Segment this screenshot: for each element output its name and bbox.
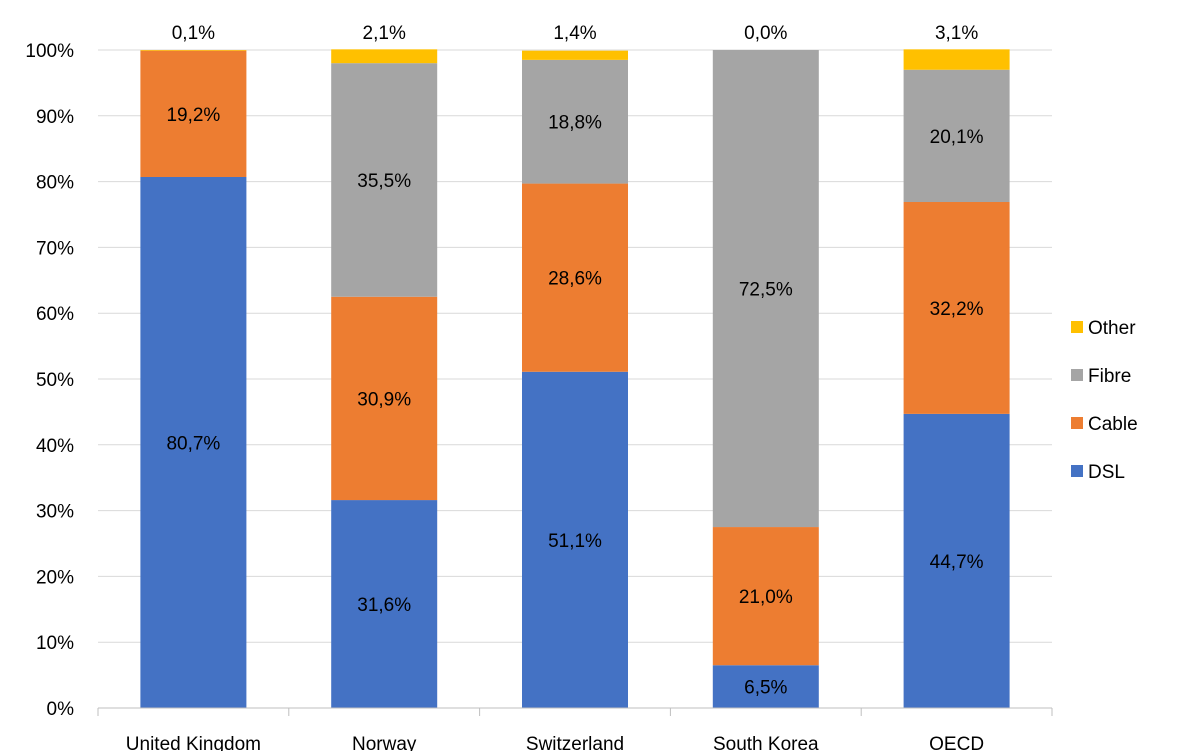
- bar-cable-south-korea: [712, 527, 819, 666]
- bar-other-united-kingdom: [140, 50, 247, 51]
- data-label: 2,1%: [363, 23, 406, 44]
- bar-fibre-oecd: [903, 69, 1010, 202]
- legend-label-fibre: Fibre: [1088, 366, 1131, 387]
- data-label: 20,1%: [930, 127, 984, 148]
- x-tick-label: United Kingdom: [126, 734, 261, 751]
- y-tick-label: 90%: [36, 107, 74, 128]
- data-labels: 80,7% 19,2% 0,1% 31,6% 30,9% 35,5% 2,1% 51,1% 28…: [166, 23, 983, 699]
- bar-cable-oecd: [903, 201, 1010, 414]
- y-tick-label: 40%: [36, 436, 74, 457]
- legend-swatch-dsl: [1071, 465, 1083, 477]
- bar-dsl-united-kingdom: [140, 176, 247, 708]
- bar-cable-switzerland: [522, 183, 628, 372]
- y-tick-label: 10%: [36, 633, 74, 654]
- data-label: 28,6%: [548, 269, 602, 290]
- legend-swatch-fibre: [1071, 369, 1083, 381]
- legend-swatch-other: [1071, 321, 1083, 333]
- data-label: 80,7%: [166, 433, 220, 454]
- bar-other-switzerland: [522, 50, 628, 60]
- y-tick-label: 30%: [36, 502, 74, 523]
- y-tick-label: 20%: [36, 567, 74, 588]
- y-tick-label: 70%: [36, 238, 74, 259]
- data-label: 30,9%: [357, 389, 411, 410]
- data-label: 0,0%: [744, 23, 787, 44]
- data-label: 3,1%: [935, 23, 978, 44]
- data-label: 1,4%: [553, 23, 596, 44]
- bar-dsl-south-korea: [712, 665, 819, 708]
- bars: [140, 49, 1010, 708]
- legend-label-other: Other: [1088, 318, 1136, 339]
- bar-fibre-south-korea: [712, 50, 819, 528]
- bar-other-norway: [331, 49, 438, 64]
- y-tick-label: 80%: [36, 173, 74, 194]
- data-label: 72,5%: [739, 280, 793, 301]
- data-label: 35,5%: [357, 171, 411, 192]
- bar-dsl-oecd: [903, 413, 1010, 708]
- data-label: 19,2%: [166, 105, 220, 126]
- data-label: 44,7%: [930, 552, 984, 573]
- data-label: 51,1%: [548, 531, 602, 552]
- data-label: 18,8%: [548, 113, 602, 134]
- bar-fibre-switzerland: [522, 59, 628, 184]
- data-label: 21,0%: [739, 587, 793, 608]
- y-tick-label: 50%: [36, 370, 74, 391]
- axes: 0% 10% 20% 30% 40% 50% 60% 70% 80% 90% 100% United …: [25, 41, 1053, 755]
- bar-cable-norway: [331, 296, 438, 501]
- data-label: 32,2%: [930, 299, 984, 320]
- x-tick-label: OECD: [929, 734, 984, 751]
- y-tick-label: 0%: [47, 699, 75, 720]
- y-tick-label: 100%: [25, 41, 74, 62]
- legend-label-dsl: DSL: [1088, 462, 1125, 483]
- x-tick-label: Switzerland: [526, 734, 624, 751]
- bar-cable-united-kingdom: [140, 50, 247, 177]
- x-tick-label: Norway: [352, 734, 417, 751]
- data-label: 6,5%: [744, 678, 787, 699]
- data-label: 31,6%: [357, 595, 411, 616]
- bar-fibre-norway: [331, 63, 438, 297]
- bar-dsl-switzerland: [522, 371, 628, 708]
- legend-label-cable: Cable: [1088, 414, 1138, 435]
- legend: Other Fibre Cable DSL: [1071, 318, 1138, 483]
- bar-other-oecd: [903, 49, 1010, 70]
- y-tick-label: 60%: [36, 304, 74, 325]
- x-tick-label: South Korea: [713, 734, 819, 751]
- legend-swatch-cable: [1071, 417, 1083, 429]
- data-label: 0,1%: [172, 23, 215, 44]
- bar-dsl-norway: [331, 500, 438, 708]
